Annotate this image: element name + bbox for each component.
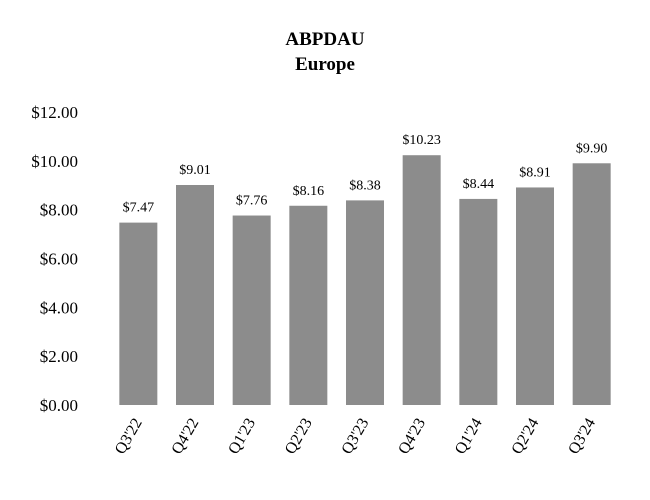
bar-data-label: $8.16: [293, 184, 325, 199]
bar-data-label: $10.23: [402, 133, 441, 148]
x-tick-label: Q4'23: [395, 416, 429, 458]
bar-data-label: $7.76: [236, 194, 268, 209]
bar-data-label: $8.38: [349, 178, 381, 193]
bar: [516, 187, 554, 405]
x-axis: Q3'22 Q4'22 Q1'23 Q2'23 Q3'23 Q4'23 Q1'24 Q2'24…: [112, 416, 599, 458]
bar-data-label: $7.47: [123, 201, 155, 216]
y-tick-label: $6.00: [40, 250, 78, 269]
bar-data-label: $8.44: [463, 177, 495, 192]
y-tick-label: $8.00: [40, 201, 78, 220]
x-tick-label: Q1'24: [452, 416, 486, 458]
x-tick-label: Q3'23: [339, 416, 373, 458]
bars-group: [119, 155, 611, 405]
bar: [459, 198, 498, 405]
bar: [176, 185, 214, 405]
bar-data-label: $8.91: [519, 165, 551, 180]
y-tick-label: $12.00: [31, 103, 78, 122]
bar: [402, 155, 441, 405]
y-tick-label: $0.00: [40, 396, 78, 415]
bar: [346, 200, 384, 405]
bar: [119, 222, 158, 405]
y-tick-label: $2.00: [40, 347, 78, 366]
x-tick-label: Q3'22: [112, 416, 146, 458]
x-tick-label: Q2'24: [509, 416, 543, 458]
chart-title: ABPDAU: [285, 29, 364, 50]
bar-data-label: $9.90: [576, 141, 608, 156]
bar: [572, 163, 611, 405]
bar-data-label: $9.01: [179, 163, 211, 178]
x-tick-label: Q4'22: [169, 416, 203, 458]
data-labels-group: $7.47 $9.01 $7.76 $8.16 $8.38 $10.23 $8.44 $8.9…: [123, 133, 608, 215]
y-tick-label: $10.00: [31, 152, 78, 171]
bar: [289, 205, 328, 405]
x-tick-label: Q2'23: [282, 416, 316, 458]
y-tick-label: $4.00: [40, 298, 78, 317]
chart-subtitle: Europe: [295, 54, 355, 75]
x-tick-label: Q1'23: [225, 416, 259, 458]
x-tick-label: Q3'24: [565, 416, 599, 458]
bar: [232, 215, 271, 405]
y-axis: $0.00 $2.00 $4.00 $6.00 $8.00 $10.00 $12.00: [31, 103, 78, 415]
